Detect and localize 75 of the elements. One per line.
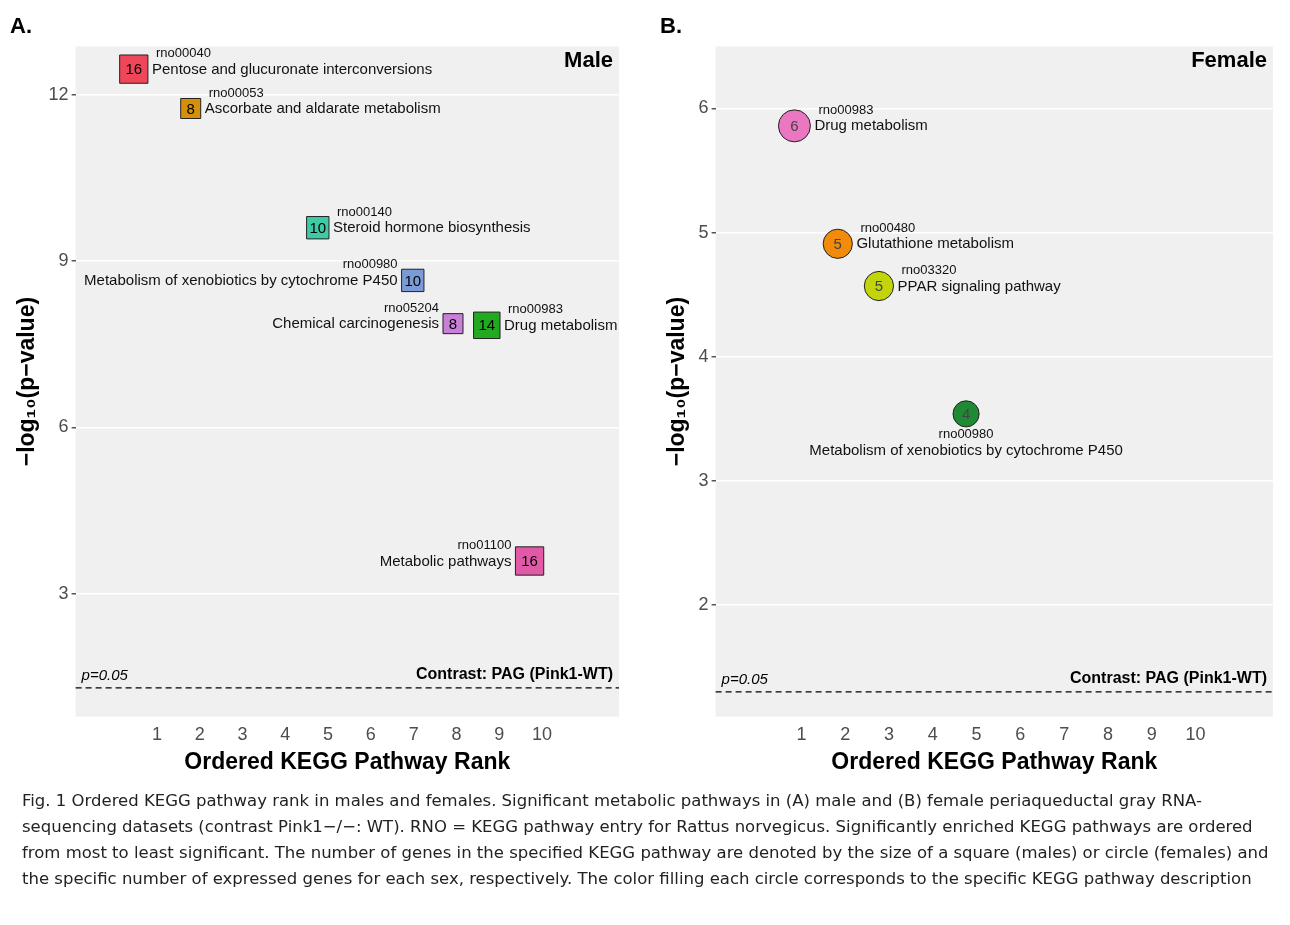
annotation: Ascorbate and aldarate metabolism <box>204 99 441 117</box>
annotation: Contrast: PAG (Pink1-WT) <box>1069 669 1267 687</box>
data-label: 16 <box>521 552 538 570</box>
data-label: 8 <box>448 314 458 332</box>
x-tick-label: 8 <box>451 723 462 744</box>
x-axis-title: Ordered KEGG Pathway Rank <box>831 747 1158 774</box>
annotation: rno03320 <box>901 262 957 278</box>
x-tick-label: 3 <box>237 723 248 744</box>
x-tick-label: 5 <box>971 723 982 744</box>
annotation: rno00983 <box>508 301 563 317</box>
annotation: p=0.05 <box>80 665 129 683</box>
chart-title: B. <box>660 13 682 39</box>
x-tick-label: 8 <box>1102 723 1113 744</box>
data-label: 8 <box>186 99 195 117</box>
x-tick-label: 1 <box>796 723 807 744</box>
annotation: Pentose and glucuronate interconversions <box>151 59 433 77</box>
x-tick-label: 6 <box>365 723 376 744</box>
annotation: Steroid hormone biosynthesis <box>332 218 531 236</box>
x-tick-label: 10 <box>1185 723 1206 744</box>
annotation: Metabolism of xenobiotics by cytochrome P450 <box>809 440 1123 458</box>
chart-subtitle: Female <box>1191 47 1267 73</box>
y-tick-label: 6 <box>58 416 69 437</box>
data-label: 10 <box>309 218 327 236</box>
annotation: PPAR signaling pathway <box>897 276 1062 294</box>
x-tick-label: 9 <box>1146 723 1157 744</box>
annotation: rno00980 <box>342 256 398 272</box>
chart-subtitle: Male <box>564 47 613 73</box>
annotation: rno00140 <box>336 203 392 219</box>
x-tick-label: 9 <box>494 723 505 744</box>
x-tick-label: 1 <box>151 723 162 744</box>
x-tick-label: 4 <box>927 723 938 744</box>
annotation: Metabolic pathways <box>379 551 512 569</box>
x-tick-label: 10 <box>531 723 552 744</box>
annotation: Contrast: PAG (Pink1-WT) <box>415 665 613 683</box>
y-tick-label: 12 <box>48 83 69 104</box>
x-tick-label: 3 <box>883 723 895 744</box>
y-tick-label: 6 <box>698 97 709 118</box>
data-label: 10 <box>404 271 422 289</box>
data-label: 6 <box>790 117 799 134</box>
annotation: rno00480 <box>860 219 916 235</box>
annotation: rno05204 <box>384 299 439 315</box>
caption: Fig. 1 Ordered KEGG pathway rank in males and females. Significant metabolic pathways in (A) male and (B) female periaqueductal gray RNA-sequencing datasets (contrast Pink1−/−: WT). RNO = KEGG pathway entry for Rattus norvegicus. Significantly enriched KEGG pathways are ordered from most to least significant. The number of genes in the specified KEGG pathway are denoted by the size of a square (males) or circle (females) and the specific number of expressed genes for each sex, respectively. The color filling each circle corresponds to the specific KEGG pathway description <box>22 790 1270 890</box>
data-label: 4 <box>961 405 971 423</box>
annotation: rno00040 <box>155 45 211 61</box>
annotation: rno01100 <box>457 537 512 553</box>
y-tick-label: 2 <box>698 594 709 615</box>
x-axis-title: Ordered KEGG Pathway Rank <box>184 747 511 774</box>
chart-title: A. <box>10 13 32 39</box>
annotation: rno00053 <box>208 84 264 100</box>
annotation: rno00980 <box>938 426 994 442</box>
y-axis-title: −log₁₀(p−value) <box>663 296 690 467</box>
y-axis-title: −log₁₀(p−value) <box>13 296 40 467</box>
x-tick-label: 6 <box>1015 723 1026 744</box>
annotation: Drug metabolism <box>814 116 928 134</box>
x-tick-label: 2 <box>194 723 205 744</box>
x-tick-label: 7 <box>1059 723 1070 744</box>
annotation: rno00983 <box>818 101 874 117</box>
annotation: Glutathione metabolism <box>856 234 1014 252</box>
y-tick-label: 5 <box>698 221 709 242</box>
y-tick-label: 3 <box>698 469 709 490</box>
data-label: 14 <box>478 316 496 334</box>
annotation: Metabolism of xenobiotics by cytochrome P450 <box>84 271 398 289</box>
data-label: 5 <box>874 277 884 295</box>
data-label: 16 <box>125 60 143 78</box>
annotation: Chemical carcinogenesis <box>272 314 439 332</box>
y-tick-label: 3 <box>58 582 69 603</box>
x-tick-label: 7 <box>408 723 419 744</box>
x-tick-label: 5 <box>323 723 334 744</box>
annotation: Drug metabolism <box>504 315 618 333</box>
annotation: p=0.05 <box>720 669 769 687</box>
y-tick-label: 4 <box>698 345 709 366</box>
y-tick-label: 9 <box>58 249 69 270</box>
data-label: 5 <box>833 234 842 252</box>
x-tick-label: 2 <box>840 723 851 744</box>
x-tick-label: 4 <box>280 723 291 744</box>
